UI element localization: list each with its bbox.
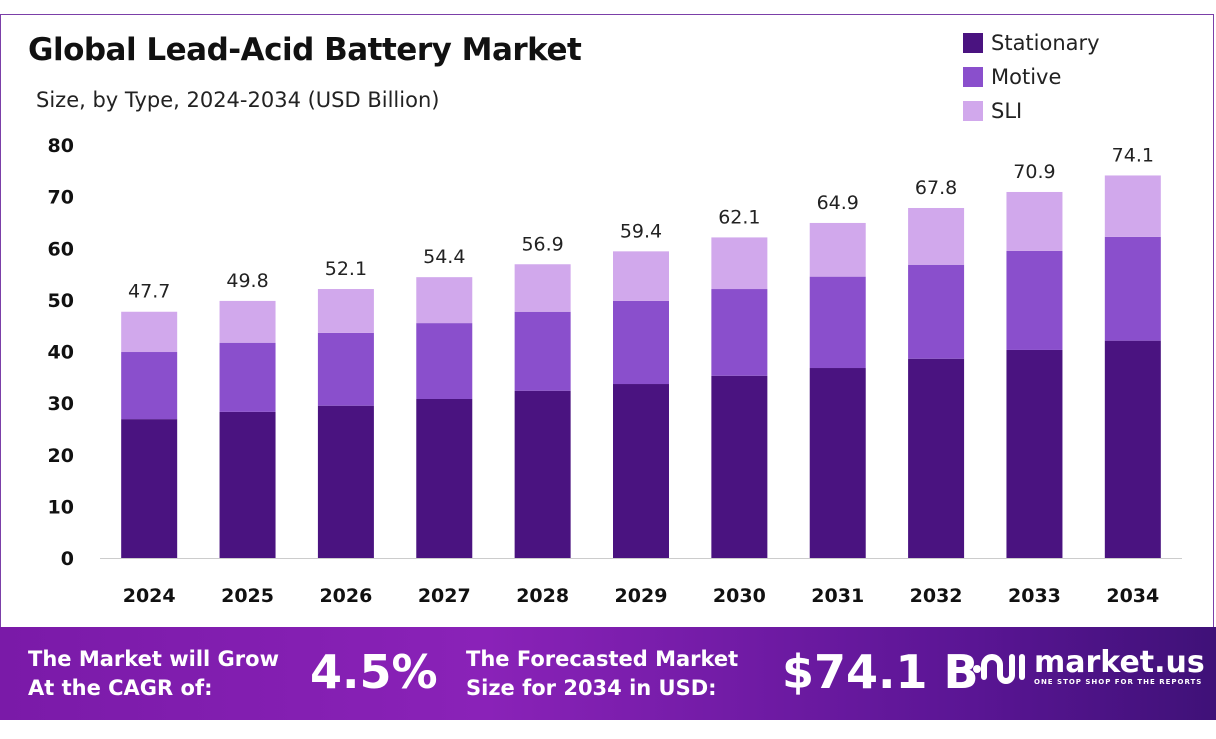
bar-segment-sli [1006,191,1063,251]
x-tick-label: 2031 [811,585,864,607]
y-tick-label: 80 [48,135,74,157]
bar-segment-stationary [711,375,768,558]
bar-segment-motive [809,276,866,369]
total-label: 56.9 [521,233,563,255]
logo-icon [973,654,1025,684]
y-tick-label: 0 [61,548,74,570]
bar-segment-sli [219,300,276,343]
forecast-label-line: The Forecasted Market [466,647,739,671]
bar-segment-motive [219,342,276,412]
total-label: 52.1 [325,258,367,280]
bar-segment-motive [317,332,374,406]
x-tick-label: 2026 [319,585,372,607]
forecast-label: The Forecasted Market Size for 2034 in US… [466,645,738,703]
bar-segment-motive [514,311,571,391]
x-tick-label: 2027 [418,585,471,607]
total-label: 67.8 [915,177,957,199]
bar-segment-stationary [908,358,965,558]
legend-swatch [963,33,983,53]
bar-segment-motive [711,289,768,376]
bar-segment-motive [1104,236,1161,341]
x-tick-label: 2032 [910,585,963,607]
bar-segment-stationary [416,398,473,558]
legend: Stationary Motive SLI [963,26,1100,128]
total-label: 62.1 [718,206,760,228]
chart-subtitle: Size, by Type, 2024-2034 (USD Billion) [36,88,440,112]
bar-segment-stationary [1104,340,1161,558]
bar-segment-stationary [514,390,571,558]
cagr-label-line: At the CAGR of: [28,676,213,700]
legend-item-sli: SLI [963,94,1100,128]
bar-segment-sli [711,237,768,290]
forecast-label-line: Size for 2034 in USD: [466,676,717,700]
x-tick-label: 2024 [123,585,176,607]
cagr-label: The Market will Grow At the CAGR of: [28,645,279,703]
bar-segment-motive [416,323,473,399]
x-tick-label: 2025 [221,585,274,607]
bar-segment-sli [121,311,178,353]
legend-label: SLI [991,99,1023,123]
y-tick-label: 40 [48,342,74,364]
bar-segment-stationary [613,384,669,558]
forecast-value: $74.1 B [782,645,979,699]
bar-chart: 0102030405060708047.7202449.8202552.1202… [48,135,1182,607]
y-tick-label: 20 [48,445,74,467]
x-tick-label: 2030 [713,585,766,607]
cagr-value: 4.5% [310,645,438,699]
legend-label: Stationary [991,31,1100,55]
x-tick-label: 2034 [1106,585,1159,607]
legend-swatch [963,67,983,87]
footer-banner: The Market will Grow At the CAGR of: 4.5%… [0,627,1216,720]
total-label: 47.7 [128,281,170,303]
legend-swatch [963,101,983,121]
bar-segment-stationary [1006,349,1063,558]
logo-tagline: ONE STOP SHOP FOR THE REPORTS [1034,678,1203,686]
chart-title: Global Lead-Acid Battery Market [28,32,582,68]
bar-segment-sli [908,207,965,265]
market-us-logo: market.us ONE STOP SHOP FOR THE REPORTS [972,647,1205,687]
x-tick-label: 2029 [615,585,668,607]
y-tick-label: 30 [48,393,74,415]
x-tick-label: 2033 [1008,585,1061,607]
total-label: 49.8 [226,270,268,292]
total-label: 54.4 [423,246,465,268]
bar-segment-motive [121,352,178,420]
y-tick-label: 10 [48,496,74,518]
total-label: 59.4 [620,220,662,242]
y-tick-label: 70 [48,187,74,209]
bar-segment-motive [1006,250,1063,350]
bar-segment-sli [416,277,473,324]
bar-segment-sli [1104,175,1161,237]
logo-name: market.us [1034,645,1205,680]
legend-label: Motive [991,65,1062,89]
x-tick-label: 2028 [516,585,569,607]
legend-item-motive: Motive [963,60,1100,94]
y-tick-label: 60 [48,238,74,260]
total-label: 74.1 [1112,144,1154,166]
bar-segment-stationary [809,368,866,558]
bar-segment-motive [613,300,669,385]
bar-segment-sli [514,264,571,312]
y-tick-label: 50 [48,290,74,312]
bar-segment-stationary [219,411,276,558]
bar-segment-stationary [121,419,178,558]
bar-segment-motive [908,264,965,359]
cagr-label-line: The Market will Grow [28,647,279,671]
bar-segment-stationary [317,405,374,558]
total-label: 64.9 [817,192,859,214]
bar-segment-sli [613,251,669,301]
total-label: 70.9 [1013,161,1055,183]
bar-segment-sli [809,222,866,277]
bar-segment-sli [317,289,374,333]
legend-item-stationary: Stationary [963,26,1100,60]
